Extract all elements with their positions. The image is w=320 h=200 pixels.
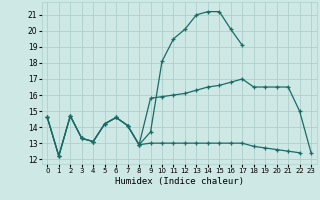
X-axis label: Humidex (Indice chaleur): Humidex (Indice chaleur) (115, 177, 244, 186)
